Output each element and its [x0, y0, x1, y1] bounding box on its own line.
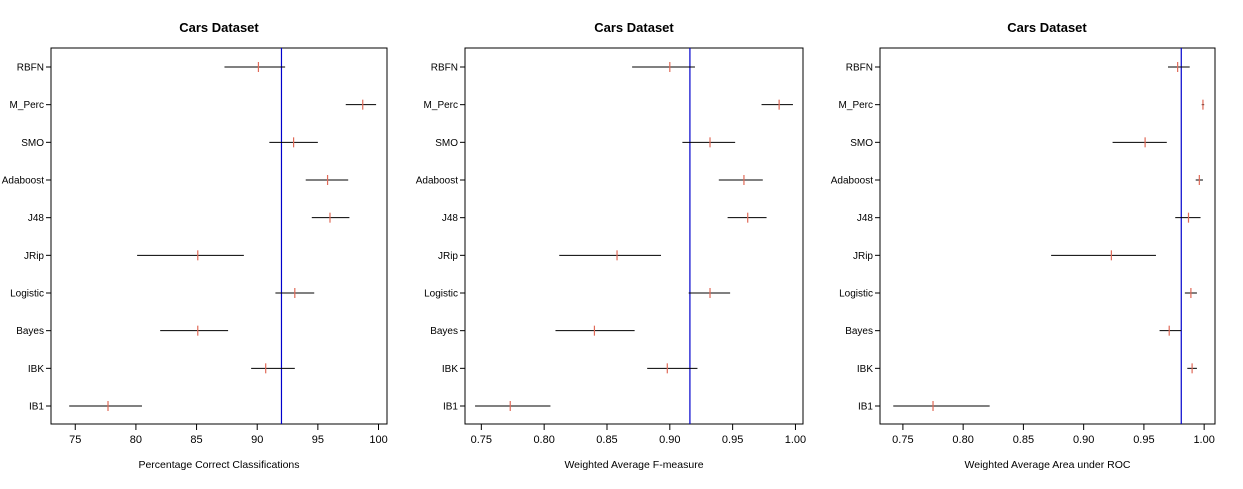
category-label: JRip — [438, 251, 458, 262]
category-label: IB1 — [443, 402, 458, 413]
chart-panel-1: Cars Dataset RBFN M_Perc SMO Adaboost J48 JRip… — [2, 20, 388, 471]
category-label: IB1 — [29, 402, 44, 413]
category-label: SMO — [850, 138, 873, 149]
x-tick-label: 100 — [369, 434, 387, 446]
category-label: Adaboost — [416, 176, 458, 187]
x-axis-label: Weighted Average F-measure — [564, 459, 703, 471]
plot-frame — [50, 47, 388, 425]
category-label: SMO — [435, 138, 458, 149]
x-tick-label: 85 — [190, 434, 202, 446]
chart-panel-3: Cars Dataset RBFN M_Perc SMO Adaboost J48 JRip… — [831, 20, 1216, 471]
category-label: Logistic — [839, 289, 873, 300]
chart-title: Cars Dataset — [179, 20, 259, 35]
chart-title: Cars Dataset — [594, 20, 674, 35]
chart-title: Cars Dataset — [1007, 20, 1087, 35]
x-axis-label: Percentage Correct Classifications — [138, 459, 299, 471]
x-tick-label: 0.95 — [722, 434, 743, 446]
x-tick-label: 1.00 — [785, 434, 806, 446]
x-tick-label: 0.75 — [892, 434, 913, 446]
category-label: RBFN — [17, 63, 44, 74]
x-tick-label: 0.75 — [471, 434, 492, 446]
x-tick-label: 0.85 — [596, 434, 617, 446]
x-tick-label: 0.95 — [1133, 434, 1154, 446]
category-label: Adaboost — [2, 176, 44, 187]
x-tick-label: 95 — [312, 434, 324, 446]
x-tick-label: 1.00 — [1193, 434, 1214, 446]
category-label: JRip — [24, 251, 44, 262]
category-label: IBK — [28, 364, 44, 375]
x-tick-label: 0.85 — [1013, 434, 1034, 446]
x-axis-label: Weighted Average Area under ROC — [965, 459, 1131, 471]
plot-frame — [464, 47, 804, 425]
category-label: JRip — [853, 251, 873, 262]
category-label: Adaboost — [831, 176, 873, 187]
category-label: RBFN — [846, 63, 873, 74]
category-label: M_Perc — [424, 100, 458, 111]
x-tick-label: 0.80 — [952, 434, 973, 446]
x-tick-label: 80 — [130, 434, 142, 446]
category-label: J48 — [28, 213, 45, 224]
category-label: J48 — [442, 213, 459, 224]
x-tick-label: 75 — [69, 434, 81, 446]
category-label: RBFN — [431, 63, 458, 74]
category-label: M_Perc — [839, 100, 873, 111]
category-label: IBK — [442, 364, 458, 375]
category-label: J48 — [857, 213, 874, 224]
x-tick-label: 0.90 — [1073, 434, 1094, 446]
x-tick-label: 0.90 — [659, 434, 680, 446]
x-tick-label: 0.80 — [533, 434, 554, 446]
category-label: IBK — [857, 364, 873, 375]
category-label: Bayes — [16, 326, 44, 337]
category-label: SMO — [21, 138, 44, 149]
category-label: Bayes — [845, 326, 873, 337]
plot-frame — [879, 47, 1216, 425]
category-label: Bayes — [430, 326, 458, 337]
x-tick-label: 90 — [251, 434, 263, 446]
category-label: M_Perc — [10, 100, 44, 111]
category-label: IB1 — [858, 402, 873, 413]
chart-panel-2: Cars Dataset RBFN M_Perc SMO Adaboost J48 JRip… — [416, 20, 806, 471]
category-label: Logistic — [424, 289, 458, 300]
category-label: Logistic — [10, 289, 44, 300]
